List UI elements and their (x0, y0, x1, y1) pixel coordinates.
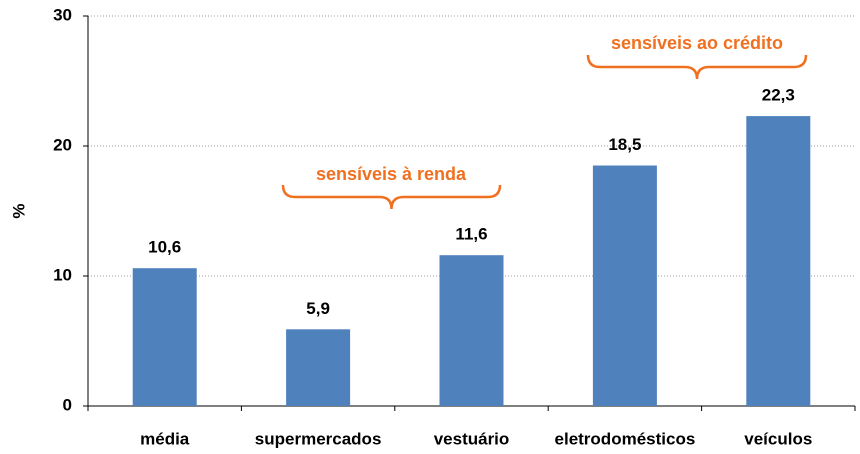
y-tick-label: 0 (63, 395, 72, 414)
x-tick-label: supermercados (255, 429, 382, 448)
value-label: 18,5 (608, 135, 641, 154)
x-tick-label: vestuário (434, 429, 510, 448)
annotation: sensíveis ao crédito (611, 33, 783, 53)
y-tick-label: 30 (53, 5, 72, 24)
y-tick-label: 10 (53, 265, 72, 284)
bar (592, 165, 657, 406)
x-tick-label: eletrodomésticos (555, 429, 696, 448)
x-tick-label: média (140, 429, 190, 448)
brace (281, 184, 502, 210)
bar (746, 116, 811, 406)
bar (439, 255, 504, 406)
x-tick-label: veículos (744, 429, 812, 448)
value-label: 22,3 (762, 86, 795, 105)
value-label: 11,6 (455, 225, 487, 244)
y-tick-label: 20 (53, 135, 72, 154)
bar (286, 329, 351, 406)
annotation: sensíveis à renda (316, 164, 467, 184)
y-axis-label: % (9, 203, 28, 218)
brace (586, 54, 808, 80)
value-label: 10,6 (148, 238, 181, 257)
value-label: 5,9 (306, 299, 330, 318)
bar (132, 268, 197, 406)
